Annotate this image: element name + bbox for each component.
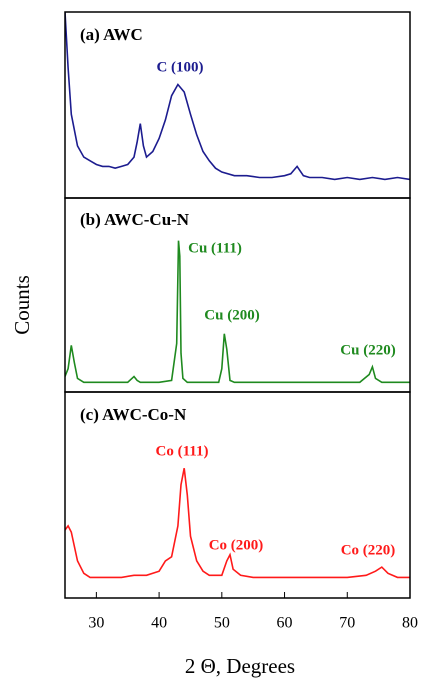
x-tick-label: 80 — [402, 615, 418, 632]
peak-label: Cu (111) — [188, 240, 242, 256]
peak-label: Co (200) — [209, 537, 264, 553]
x-tick-label: 70 — [339, 615, 355, 632]
peak-label: Co (220) — [341, 542, 396, 558]
panel-frame — [64, 391, 411, 599]
peak-label: C (100) — [156, 59, 203, 75]
panel-title: (a) AWC — [80, 25, 143, 44]
peak-label: Co (111) — [156, 443, 209, 459]
data-line — [65, 240, 410, 384]
data-line — [65, 12, 410, 181]
x-tick-label: 30 — [88, 615, 104, 632]
panel-title: (b) AWC-Cu-N — [80, 210, 190, 229]
peak-label: Cu (200) — [204, 307, 259, 323]
y-axis-label: Counts — [10, 275, 34, 335]
x-tick-label: 60 — [277, 615, 293, 632]
panel-title: (c) AWC-Co-N — [80, 405, 187, 424]
x-axis-label: 2 Θ, Degrees — [185, 654, 295, 678]
x-tick-label: 50 — [214, 615, 230, 632]
data-line — [65, 468, 410, 579]
x-tick-label: 40 — [151, 615, 167, 632]
peak-label: Cu (220) — [340, 342, 395, 358]
